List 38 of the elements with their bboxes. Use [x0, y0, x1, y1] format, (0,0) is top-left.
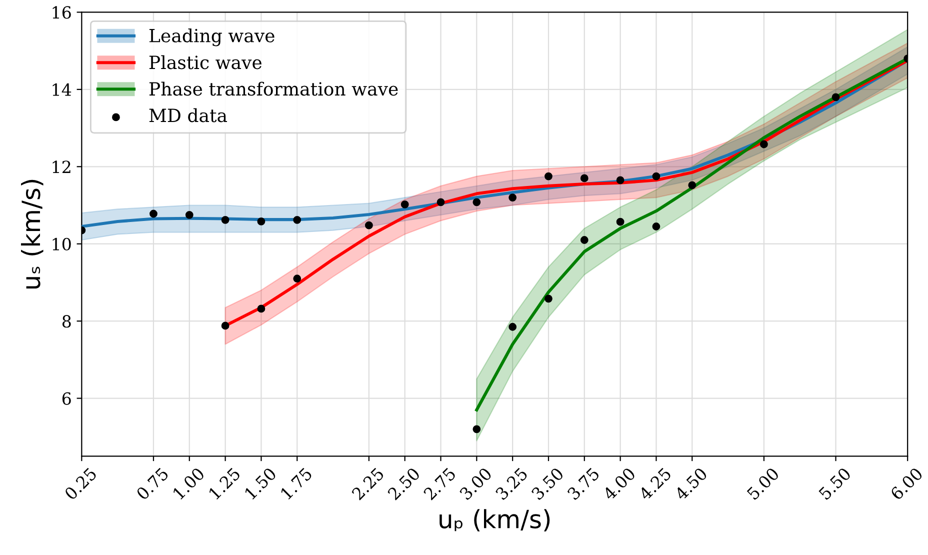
y-tick-label: 6: [62, 392, 71, 405]
y-axis-title: uₛ (km/s): [20, 180, 44, 289]
point: [472, 198, 481, 206]
point: [616, 218, 624, 226]
point: [760, 140, 768, 148]
point: [400, 200, 409, 208]
point: [293, 274, 302, 283]
point: [472, 425, 481, 434]
point: [508, 322, 517, 331]
point: [832, 93, 840, 102]
point: [580, 236, 588, 244]
legend-label: Phase transformation wave: [149, 82, 398, 96]
point: [221, 322, 230, 330]
point: [652, 222, 660, 230]
point: [364, 221, 373, 230]
point: [436, 198, 445, 206]
y-tick-label: 8: [62, 315, 71, 328]
x-axis-title: uₚ (km/s): [440, 509, 550, 532]
point: [652, 172, 660, 180]
point: [688, 181, 696, 190]
point: [508, 194, 517, 202]
point: [544, 294, 552, 303]
y-tick-label: 14: [52, 83, 72, 96]
y-tick-label: 10: [52, 238, 71, 250]
point: [257, 218, 266, 226]
point: [580, 174, 588, 182]
legend-label: Plastic wave: [149, 55, 262, 70]
point: [185, 210, 194, 219]
legend-label: Leading wave: [149, 28, 274, 46]
point: [150, 210, 158, 218]
point: [544, 172, 552, 180]
y-tick-label: 12: [52, 160, 70, 173]
point: [616, 176, 624, 184]
point: [257, 304, 266, 313]
point: [293, 216, 302, 224]
legend-label: MD data: [149, 108, 228, 122]
point: [221, 216, 230, 224]
y-tick-label: 16: [52, 6, 71, 19]
